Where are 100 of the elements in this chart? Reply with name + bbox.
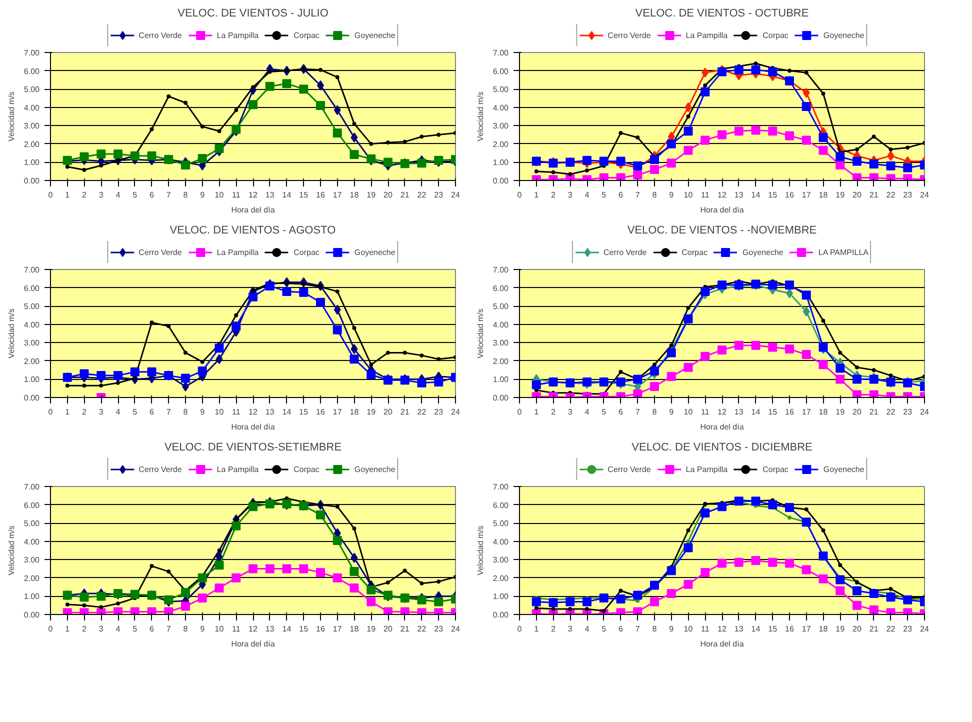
x-tick-label: 13 (734, 190, 744, 200)
x-tick-label: 18 (350, 190, 360, 200)
y-tick-label: 6.00 (492, 500, 510, 510)
x-tick-label: 15 (768, 408, 778, 416)
x-tick-label: 8 (183, 624, 188, 634)
x-tick-label: 10 (684, 408, 694, 416)
x-tick-label: 9 (200, 408, 206, 416)
y-tick-label: 2.00 (492, 356, 510, 366)
legend-label: Goyeneche (354, 30, 396, 40)
y-tick-label: 3.00 (24, 122, 40, 131)
x-tick-label: 14 (282, 408, 292, 416)
legend-label: Cerro Verde (138, 464, 182, 474)
y-tick-label: 7.00 (492, 48, 510, 58)
x-tick-label: 22 (417, 408, 427, 416)
x-tick-label: 1 (65, 408, 70, 416)
legend-label: Corpac (294, 248, 320, 256)
x-tick-label: 6 (150, 408, 155, 416)
x-tick-label: 1 (534, 624, 540, 634)
x-tick-label: 16 (316, 190, 326, 200)
y-tick-label: 0.00 (492, 176, 510, 186)
y-axis-title: Velocidad m/s (476, 526, 485, 576)
x-tick-label: 0 (517, 624, 522, 634)
x-tick-label: 19 (366, 408, 376, 416)
x-tick-label: 11 (232, 408, 241, 416)
x-tick-label: 21 (400, 190, 410, 200)
x-tick-label: 9 (669, 408, 674, 416)
x-tick-label: 6 (618, 624, 624, 634)
x-tick-label: 22 (886, 408, 896, 416)
x-tick-label: 12 (248, 624, 258, 634)
x-tick-label: 11 (700, 624, 710, 634)
x-tick-label: 20 (852, 408, 862, 416)
legend-label: LA PAMPILLA (818, 248, 868, 256)
chart-title: VELOC. DE VIENTOS - OCTUBRE (635, 8, 809, 20)
x-tick-label: 5 (132, 624, 138, 634)
x-tick-label: 14 (282, 624, 292, 634)
x-tick-label: 0 (517, 408, 522, 416)
x-tick-label: 3 (98, 624, 104, 634)
y-tick-label: 6.00 (24, 66, 40, 76)
x-tick-label: 22 (886, 190, 896, 200)
y-tick-label: 3.00 (492, 556, 510, 565)
x-tick-label: 19 (366, 190, 376, 200)
legend-label: Cerro Verde (604, 248, 647, 256)
x-tick-label: 10 (214, 408, 224, 416)
x-tick-label: 24 (451, 624, 460, 634)
x-tick-label: 2 (551, 190, 556, 200)
x-tick-label: 23 (903, 624, 913, 634)
x-tick-label: 8 (183, 408, 188, 416)
x-tick-label: 7 (635, 624, 640, 634)
legend-label: La Pampilla (686, 464, 728, 474)
x-tick-label: 17 (802, 624, 812, 634)
x-tick-label: 19 (366, 624, 376, 634)
y-tick-label: 5.00 (24, 519, 40, 528)
x-tick-label: 0 (48, 408, 54, 416)
x-tick-label: 15 (299, 408, 309, 416)
y-tick-label: 6.00 (492, 66, 510, 76)
x-tick-label: 19 (836, 408, 846, 416)
x-tick-label: 6 (150, 624, 155, 634)
x-tick-label: 1 (65, 624, 70, 634)
x-tick-label: 21 (400, 408, 410, 416)
y-tick-label: 2.00 (24, 140, 40, 149)
x-tick-label: 9 (200, 624, 206, 634)
x-tick-label: 17 (332, 408, 342, 416)
x-axis-title: Hora del día (231, 206, 276, 214)
y-tick-label: 0.00 (492, 394, 510, 402)
chart-title: VELOC. DE VIENTOS - -NOVIEMBRE (627, 224, 817, 236)
x-tick-label: 24 (451, 408, 460, 416)
y-tick-label: 2.00 (492, 140, 510, 149)
x-tick-label: 16 (316, 624, 326, 634)
x-tick-label: 10 (214, 624, 224, 634)
y-tick-label: 0.00 (492, 610, 510, 620)
x-tick-label: 22 (417, 190, 427, 200)
y-tick-label: 7.00 (24, 266, 40, 274)
y-tick-label: 2.00 (24, 574, 40, 583)
x-tick-label: 16 (785, 190, 794, 200)
y-axis-title: Velocidad m/s (476, 92, 485, 142)
x-tick-label: 1 (534, 408, 540, 416)
x-tick-label: 10 (684, 624, 694, 634)
legend-label: Cerro Verde (138, 248, 182, 256)
x-tick-label: 14 (282, 190, 292, 200)
x-axis-title: Hora del día (231, 640, 276, 648)
x-tick-label: 23 (434, 624, 444, 634)
y-tick-label: 1.00 (492, 592, 510, 602)
x-tick-label: 19 (836, 624, 846, 634)
x-tick-label: 2 (82, 408, 88, 416)
x-tick-label: 21 (869, 624, 879, 634)
y-tick-label: 0.00 (24, 610, 40, 620)
x-tick-label: 6 (150, 190, 155, 200)
x-tick-label: 8 (183, 190, 188, 200)
x-tick-label: 9 (669, 624, 674, 634)
y-tick-label: 6.00 (24, 500, 40, 510)
x-tick-label: 11 (232, 190, 241, 200)
x-tick-label: 11 (700, 408, 710, 416)
x-tick-label: 18 (350, 408, 360, 416)
x-tick-label: 24 (920, 190, 930, 200)
x-tick-label: 4 (116, 408, 121, 416)
x-tick-label: 12 (718, 624, 727, 634)
y-tick-label: 3.00 (492, 338, 510, 348)
x-tick-label: 7 (166, 408, 172, 416)
x-tick-label: 10 (214, 190, 224, 200)
x-tick-label: 3 (568, 408, 573, 416)
